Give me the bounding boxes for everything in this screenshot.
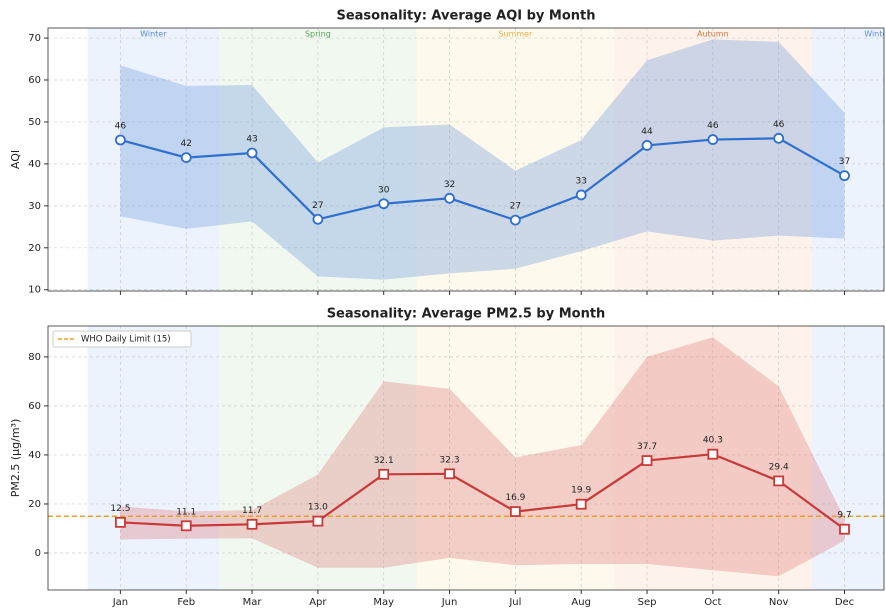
data-label: 32 [444, 180, 455, 190]
y-axis-label: AQI [9, 150, 22, 169]
data-label: 27 [312, 201, 323, 211]
y-tick-label: 0 [35, 548, 41, 559]
data-point [246, 147, 258, 159]
legend-box [52, 330, 192, 348]
y-tick-label: 70 [28, 33, 41, 44]
x-tick-label: May [373, 597, 394, 608]
season-label: Winter [864, 30, 886, 39]
data-point [444, 192, 455, 204]
data-point [180, 520, 192, 532]
data-label: 9.7 [837, 511, 851, 521]
data-point [378, 198, 390, 210]
data-point [444, 468, 455, 480]
data-label: 27 [510, 202, 521, 212]
y-tick-label: 30 [28, 201, 41, 212]
x-tick-label: Mar [243, 597, 263, 608]
data-point [509, 506, 521, 517]
season-band [87, 28, 220, 291]
y-tick-label: 10 [28, 285, 41, 296]
data-line [120, 137, 846, 222]
data-label: 16.9 [505, 493, 525, 503]
data-label: 30 [378, 185, 390, 195]
y-tick-label: 20 [28, 243, 41, 254]
data-point [509, 214, 521, 226]
season-band [87, 326, 220, 590]
data-label: 37.7 [637, 442, 657, 452]
range-band [120, 39, 845, 280]
data-point [839, 523, 850, 535]
data-point [246, 518, 258, 530]
data-label: 13.0 [308, 503, 328, 513]
data-point [575, 189, 587, 201]
data-label: 43 [246, 134, 257, 144]
y-tick-label: 60 [28, 401, 41, 412]
season-label: Winter [140, 30, 167, 39]
subplot: WinterSpringSummerAutumnWinter46 42 43 27 30… [9, 9, 886, 296]
x-tick-label: Oct [704, 597, 721, 608]
x-tick-label: Sep [638, 597, 657, 608]
data-point [773, 475, 785, 487]
data-label: 29.4 [769, 462, 789, 472]
data-label: 32.1 [374, 456, 394, 466]
plot-area [48, 326, 884, 590]
data-label: 11.1 [176, 507, 196, 517]
data-label: 44 [641, 127, 653, 137]
data-point [115, 134, 126, 146]
data-label: 32.3 [440, 455, 460, 465]
plot-area: WinterSpringSummerAutumnWinter [48, 28, 886, 291]
data-label: 46 [115, 121, 127, 131]
season-band [811, 326, 884, 590]
data-label: 37 [839, 157, 850, 167]
data-point [773, 132, 785, 144]
x-tick-label: Nov [769, 597, 789, 608]
y-tick-label: 20 [28, 499, 41, 510]
data-label: 46 [773, 120, 785, 130]
x-tick-label: Dec [835, 597, 854, 608]
data-line [120, 453, 846, 531]
x-tick-label: Aug [571, 597, 591, 608]
data-point [641, 455, 653, 466]
y-tick-label: 60 [28, 75, 41, 86]
x-tick-label: Feb [177, 597, 195, 608]
data-label: 12.5 [110, 504, 130, 514]
y-tick-label: 80 [28, 352, 41, 363]
data-point [312, 515, 324, 527]
axes-frame [47, 325, 885, 591]
data-label: 33 [575, 176, 586, 186]
data-point [115, 516, 126, 528]
legend: WHO Daily Limit (15) [52, 330, 192, 348]
data-label: 19.9 [571, 486, 591, 496]
x-tick-label: Jan [112, 597, 128, 608]
data-point [180, 152, 192, 164]
data-point [378, 468, 390, 480]
chart-title: Seasonality: Average AQI by Month [336, 9, 595, 24]
chart-title: Seasonality: Average PM2.5 by Month [327, 307, 606, 322]
range-band [120, 337, 845, 577]
data-label: 42 [181, 139, 192, 149]
data-point [641, 140, 653, 151]
data-point [575, 498, 587, 510]
subplot: 12.5 Jan 11.1 Feb 11.7 Mar 13.0 Apr 32.1 May 32.3 J… [9, 307, 885, 608]
axes-frame [47, 27, 885, 292]
x-tick-label: Jul [508, 597, 521, 608]
y-axis-label: PM2.5 (µg/m³) [9, 419, 22, 498]
x-tick-label: Jun [441, 597, 458, 608]
season-band [811, 28, 884, 291]
data-label: 40.3 [703, 436, 723, 446]
y-tick-label: 40 [28, 159, 41, 170]
y-tick-label: 40 [28, 450, 41, 461]
data-label: 46 [707, 121, 719, 131]
data-point [839, 170, 850, 182]
y-tick-label: 50 [28, 117, 41, 128]
legend-label: WHO Daily Limit (15) [81, 335, 171, 345]
data-point [312, 213, 324, 225]
x-tick-label: Apr [309, 597, 327, 608]
data-point [707, 134, 719, 145]
data-label: 11.7 [242, 506, 262, 516]
season-label: Summer [498, 30, 533, 39]
data-point [707, 448, 719, 460]
